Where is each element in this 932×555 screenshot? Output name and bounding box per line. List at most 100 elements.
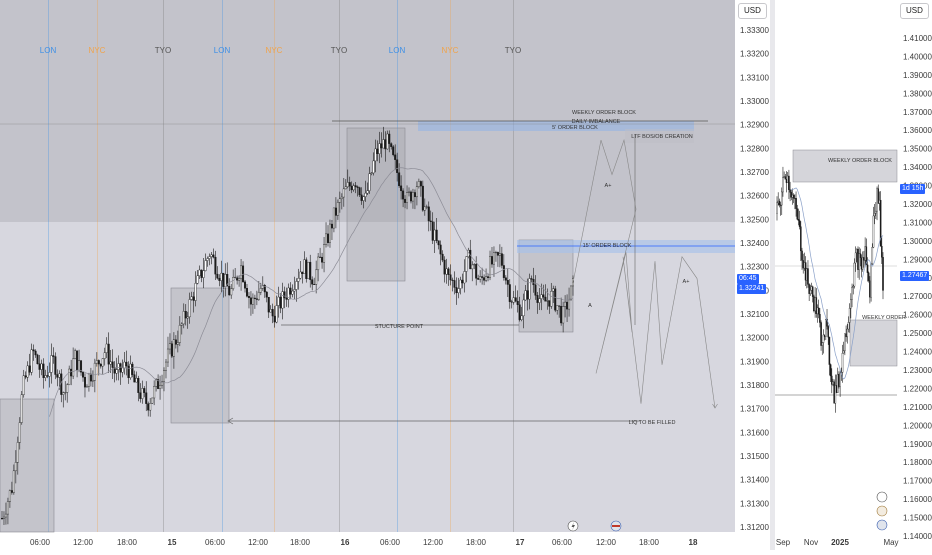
candle-body [431, 221, 434, 241]
session-label: TYO [331, 46, 347, 55]
candle-body [469, 249, 472, 270]
candle-body [279, 296, 282, 309]
candle-body [172, 339, 175, 357]
candle-body [419, 181, 422, 187]
candle-body [362, 196, 365, 201]
candle-body [861, 257, 864, 270]
time-tick: 12:00 [248, 538, 269, 547]
candle-body [40, 363, 43, 370]
right-price-tick: 1.14000 [903, 532, 932, 541]
candle-body [273, 315, 276, 323]
right-weekly-ob-label: WEEKLY ORDER BLOCK [828, 158, 892, 164]
left-price-tag: 1.32241 [737, 284, 767, 294]
candle-body [101, 358, 104, 367]
accumulation-box [170, 287, 230, 424]
candle-body [558, 305, 561, 307]
candle-body [496, 252, 499, 256]
left-price-tick: 1.33100 [740, 73, 769, 82]
candle-body [346, 182, 349, 188]
time-tick: 12:00 [423, 538, 444, 547]
candle-body [202, 270, 205, 278]
candle-body [408, 191, 411, 193]
candle-body [473, 264, 476, 266]
candle-body [564, 301, 567, 307]
candle-body [542, 294, 545, 298]
candle-body [180, 323, 183, 326]
accumulation-box [518, 239, 574, 333]
candle-body [287, 287, 290, 300]
candle-body [489, 256, 492, 278]
candle-body [303, 259, 306, 274]
candle-body [344, 186, 347, 190]
candle-body [107, 343, 110, 365]
candle-body [186, 316, 189, 319]
candle-body [336, 202, 339, 216]
candle-body [194, 283, 197, 301]
candle-body [137, 378, 140, 393]
candle-body [234, 276, 237, 278]
candle-body [388, 133, 391, 144]
us-flag-icon [876, 519, 888, 531]
candle-body [536, 295, 539, 303]
candle-body [370, 172, 373, 174]
month-tick: Sep [776, 538, 791, 547]
candle-body [560, 306, 563, 324]
candle-body [224, 274, 227, 287]
candle-body [778, 200, 781, 206]
candle-body [510, 301, 513, 303]
right-price-tick: 1.30000 [903, 237, 932, 246]
candle-body [858, 253, 860, 270]
right-price-tick: 1.34000 [903, 163, 932, 172]
candle-body [514, 297, 517, 302]
candle-body [119, 363, 122, 373]
candle-body [143, 388, 146, 393]
candle-body [437, 240, 440, 246]
candle-body [123, 361, 126, 369]
candle-body [275, 305, 278, 323]
candle-body [212, 254, 215, 258]
candle-body [93, 362, 96, 381]
candle-body [147, 403, 150, 411]
right-currency-button[interactable]: USD [900, 3, 929, 19]
left-price-tick: 1.31300 [740, 499, 769, 508]
candle-body [121, 367, 124, 373]
candle-body [342, 188, 345, 198]
candle-body [328, 223, 331, 243]
candle-body [853, 262, 856, 287]
candle-body [222, 272, 225, 287]
candle-body [400, 185, 403, 192]
candle-body [366, 190, 369, 194]
candle-body [315, 269, 318, 285]
candle-body [240, 265, 243, 279]
candle-body [865, 246, 868, 266]
candle-body [334, 207, 337, 216]
candle-body [544, 296, 547, 302]
candle-body [289, 287, 292, 295]
left-price-tick: 1.31600 [740, 428, 769, 437]
left-currency-button[interactable]: USD [738, 3, 767, 19]
candle-body [249, 297, 252, 305]
candle-body [822, 334, 825, 343]
candle-body [117, 363, 120, 370]
candle-body [87, 373, 90, 387]
candle-body [1, 518, 4, 520]
candle-body [455, 287, 458, 294]
day-tick: 16 [341, 538, 350, 547]
candle-body [492, 252, 495, 265]
candle-body [129, 363, 132, 378]
candle-body [834, 385, 837, 404]
candle-body [866, 264, 869, 273]
candle-body [317, 256, 320, 271]
candle-body [97, 360, 100, 365]
right-price-tick: 1.20000 [903, 421, 932, 430]
candle-body [58, 373, 61, 378]
candle-body [841, 353, 844, 373]
candle-body [255, 298, 258, 300]
candle-body [159, 384, 162, 389]
candle-body [522, 299, 525, 317]
candle-body [226, 274, 229, 287]
candle-body [111, 361, 114, 368]
right-price-tick: 1.31000 [903, 218, 932, 227]
